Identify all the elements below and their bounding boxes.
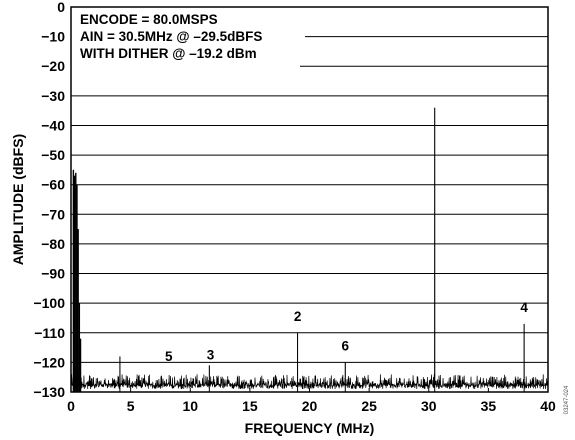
spectrum-trace	[70, 107, 549, 390]
y-tick-label: −90	[41, 266, 65, 282]
harmonic-label: 2	[294, 309, 302, 324]
y-tick-label: −110	[34, 325, 65, 341]
x-tick-label: 20	[302, 398, 318, 414]
harmonic-label: 4	[520, 300, 528, 315]
harmonic-label: 3	[207, 347, 215, 362]
trace-layer	[70, 107, 549, 392]
y-tick-label: −20	[41, 58, 65, 74]
y-tick-label: −120	[33, 354, 65, 370]
x-tick-label: 10	[182, 398, 198, 414]
figure-id: 03247-024	[564, 385, 570, 414]
y-tick-label: 0	[57, 0, 65, 15]
y-tick-label: −80	[41, 236, 65, 252]
plot-frame	[70, 6, 549, 393]
harmonic-label: 5	[165, 349, 173, 364]
y-tick-label: −70	[41, 206, 65, 222]
grid-layer	[71, 36, 548, 363]
harmonic-label: 6	[342, 339, 350, 354]
x-tick-label: 15	[242, 398, 258, 414]
x-tick-label: 30	[421, 398, 437, 414]
x-tick-label: 5	[127, 398, 135, 414]
frame-layer	[70, 6, 549, 393]
y-tick-label: −100	[33, 295, 65, 311]
x-tick-label: 25	[361, 398, 377, 414]
x-tick-label: 40	[540, 398, 556, 414]
y-tick-label: −10	[41, 29, 65, 45]
y-tick-label: −130	[33, 384, 65, 400]
x-tick-label: 35	[481, 398, 497, 414]
y-tick-label: −50	[41, 147, 65, 163]
y-axis-title: AMPLITUDE (dBFS)	[10, 134, 26, 265]
label-layer: 0 −10 −20 −30 −40 −50 −60 −70 −80 −90 −100 −110 −120…	[10, 0, 570, 436]
y-tick-label: −30	[41, 88, 65, 104]
y-tick-label: −40	[41, 117, 65, 133]
annotation-text: ENCODE = 80.0MSPS	[80, 12, 218, 27]
annotation-text: WITH DITHER @ –19.2 dBm	[80, 46, 257, 61]
x-axis-title: FREQUENCY (MHz)	[245, 420, 375, 436]
y-tick-label: −60	[41, 177, 65, 193]
annotation-text: AIN = 30.5MHz @ –29.5dBFS	[80, 29, 262, 44]
x-tick-label: 0	[67, 398, 75, 414]
